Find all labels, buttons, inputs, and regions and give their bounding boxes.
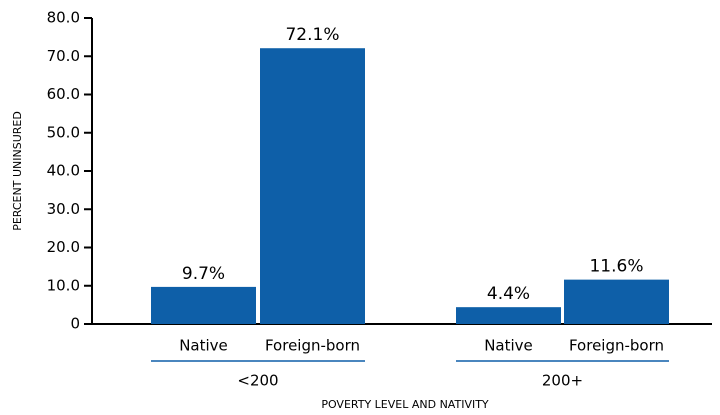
y-tick-label: 10.0 [47,276,80,294]
value-label: 4.4% [487,284,530,304]
y-tick-label: 70.0 [47,47,80,65]
y-tick-label: 60.0 [47,85,80,103]
group-label: 200+ [542,372,583,390]
x-tick-label: Native [484,337,533,355]
value-label: 72.1% [285,25,339,45]
x-tick-label: Foreign-born [569,337,664,355]
y-tick-label: 0 [70,315,80,333]
value-label: 11.6% [589,257,643,277]
group-label: <200 [237,372,278,390]
bar [151,286,256,324]
x-axis-label: POVERTY LEVEL AND NATIVITY [321,398,489,411]
bar [564,279,669,324]
y-tick-label: 50.0 [47,123,80,141]
y-tick-label: 30.0 [47,200,80,218]
bar [456,307,561,324]
x-tick-label: Native [179,337,228,355]
y-axis-label: PERCENT UNINSURED [11,111,24,231]
y-tick-label: 20.0 [47,238,80,256]
y-tick-label: 40.0 [47,162,80,180]
x-tick-label: Foreign-born [265,337,360,355]
bar [260,48,365,324]
y-tick-label: 80.0 [47,9,80,27]
value-label: 9.7% [182,264,225,284]
